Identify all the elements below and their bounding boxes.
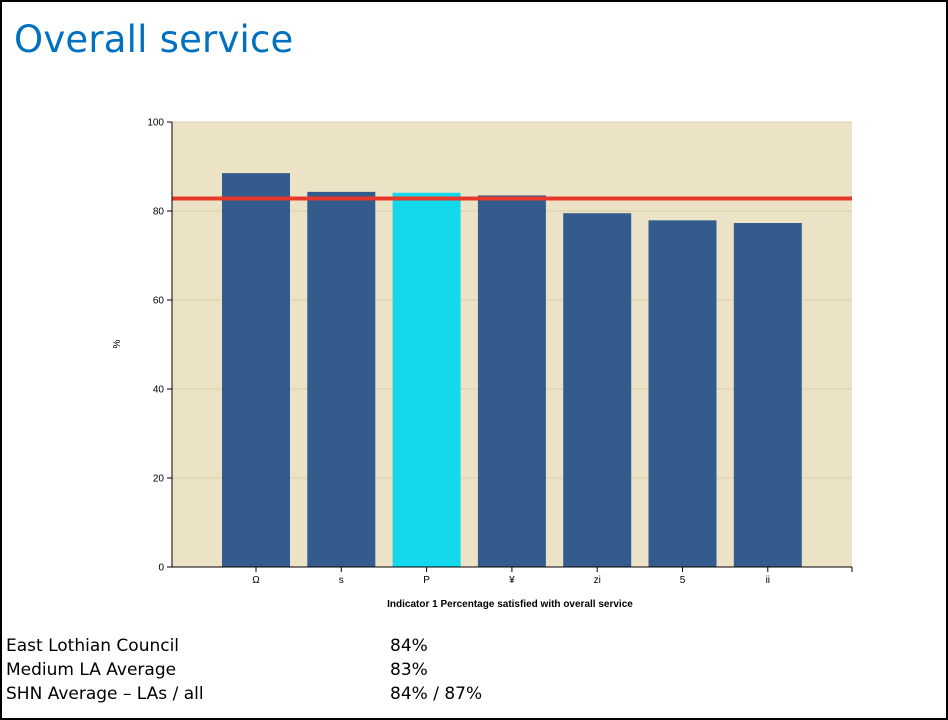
bar	[733, 223, 802, 567]
bar-chart: 0 20 40 60 80 100 Ω s P ¥ zi 5 ii % Indicator 1 Perc…	[112, 118, 853, 610]
stat-label: Medium LA Average	[6, 660, 177, 680]
y-tick-label: 40	[153, 385, 165, 396]
y-tick-label: 0	[158, 563, 164, 574]
bar	[648, 220, 717, 567]
x-tick-label: Ω	[252, 575, 260, 586]
x-tick-label: P	[423, 575, 430, 586]
stat-value: 84% / 87%	[390, 684, 483, 704]
y-tick-label: 60	[153, 296, 165, 307]
x-tick-label: ¥	[508, 575, 515, 586]
x-tick-label: ii	[766, 575, 770, 586]
y-tick-label: 20	[153, 474, 165, 485]
bar	[563, 213, 632, 567]
plot-area: 0 20 40 60 80 100 Ω s P ¥ zi 5 ii	[147, 118, 853, 586]
stat-value: 84%	[390, 636, 428, 656]
bar	[307, 191, 376, 568]
y-tick-label: 100	[147, 118, 164, 129]
slide-title: Overall service	[14, 18, 294, 61]
stat-value: 83%	[390, 660, 428, 680]
x-tick-label: s	[339, 575, 344, 586]
bar	[392, 192, 461, 567]
stat-label: SHN Average – LAs / all	[6, 684, 204, 704]
y-axis-label: %	[112, 339, 123, 348]
x-tick-label: zi	[594, 575, 601, 586]
stat-label: East Lothian Council	[6, 636, 180, 656]
y-tick-label: 80	[153, 207, 165, 218]
x-axis-label: Indicator 1 Percentage satisfied with ov…	[387, 599, 633, 610]
x-tick-label: 5	[680, 575, 686, 586]
bar	[477, 195, 546, 568]
bar	[222, 173, 290, 568]
